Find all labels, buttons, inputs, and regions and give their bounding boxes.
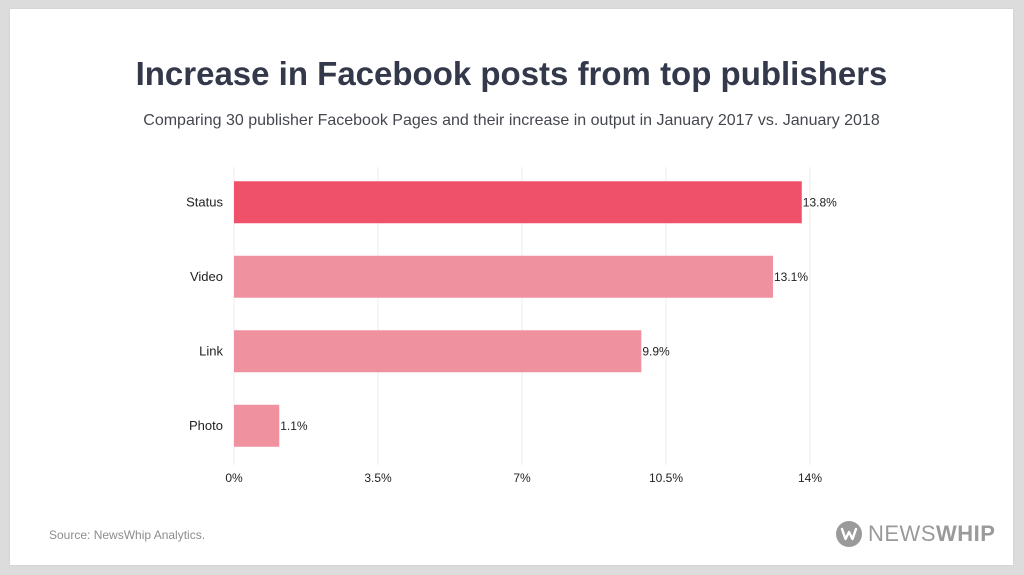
bar-status <box>234 181 802 224</box>
category-label: Photo <box>189 418 223 433</box>
data-label: 13.1% <box>774 270 808 284</box>
category-label: Link <box>199 343 223 358</box>
bar-link <box>234 330 642 373</box>
newswhip-logo-text: NEWSWHIP <box>868 521 996 546</box>
newswhip-logo-icon <box>836 521 862 547</box>
x-tick-label: 7% <box>513 471 531 485</box>
chart-card: Increase in Facebook posts from top publ… <box>10 9 1013 565</box>
category-label: Video <box>190 269 223 284</box>
category-label: Status <box>186 194 223 209</box>
data-label: 9.9% <box>642 344 670 358</box>
bar-photo <box>234 404 280 447</box>
bar-chart: 0% 3.5% 7% 10.5% 14% Status 13.8% Video 13.1% Lin… <box>186 167 837 485</box>
x-tick-label: 3.5% <box>364 471 392 485</box>
data-label: 13.8% <box>803 195 837 209</box>
x-tick-label: 14% <box>798 471 822 485</box>
newswhip-logo: NEWSWHIP <box>836 519 995 549</box>
bar-video <box>234 255 773 298</box>
source-note: Source: NewsWhip Analytics. <box>49 528 206 542</box>
x-tick-label: 0% <box>225 471 243 485</box>
data-label: 1.1% <box>280 419 308 433</box>
chart-title: Increase in Facebook posts from top publ… <box>135 55 888 92</box>
chart-subtitle: Comparing 30 publisher Facebook Pages an… <box>143 112 880 129</box>
x-tick-label: 10.5% <box>649 471 683 485</box>
